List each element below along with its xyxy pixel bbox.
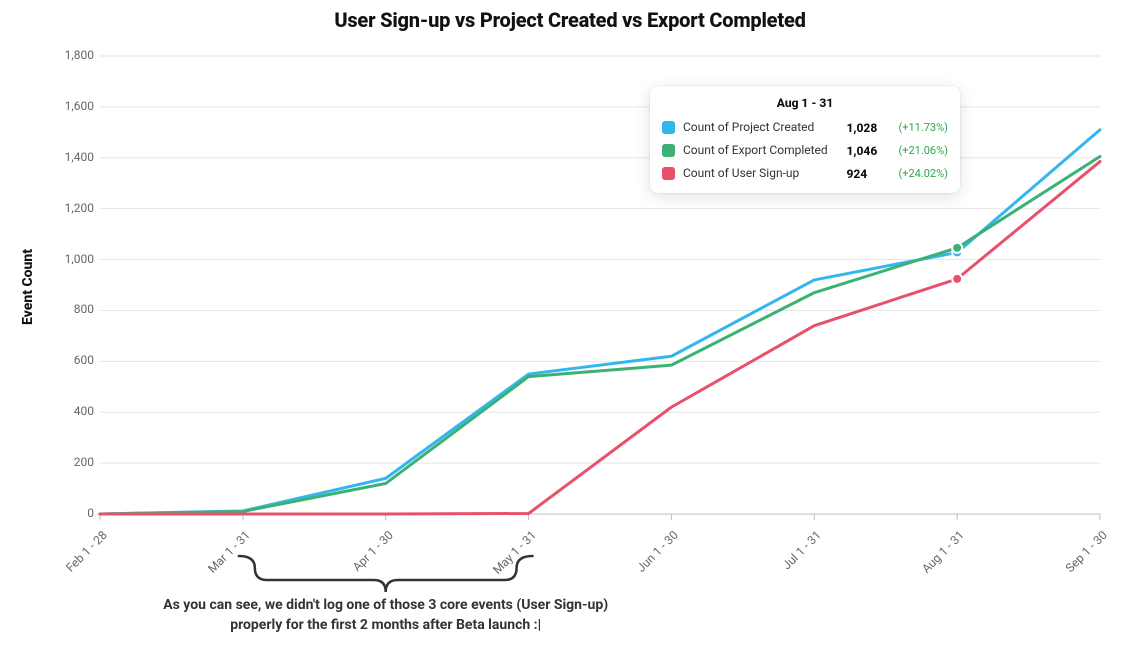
series-line-user_signup bbox=[100, 162, 1100, 514]
y-tick-label: 0 bbox=[87, 506, 94, 520]
annotation-line-1: As you can see, we didn't log one of tho… bbox=[106, 596, 666, 616]
annotation-brace bbox=[239, 556, 533, 592]
tooltip-percent: (+21.06%) bbox=[898, 144, 948, 157]
tooltip-value: 924 bbox=[846, 167, 890, 181]
tooltip-row: Count of Export Completed 1,046 (+21.06%) bbox=[662, 139, 948, 162]
chart-plot bbox=[0, 0, 1140, 655]
y-tick-label: 1,200 bbox=[65, 201, 94, 215]
chart-tooltip: Aug 1 - 31 Count of Project Created 1,028… bbox=[650, 86, 960, 193]
y-tick-label: 1,600 bbox=[65, 99, 94, 113]
tooltip-value: 1,028 bbox=[846, 121, 890, 135]
tooltip-swatch bbox=[662, 121, 675, 134]
marker-export_completed bbox=[952, 243, 962, 253]
y-tick-label: 800 bbox=[74, 302, 94, 316]
tooltip-title: Aug 1 - 31 bbox=[662, 96, 948, 110]
chart-annotation: As you can see, we didn't log one of tho… bbox=[106, 596, 666, 635]
y-tick-label: 1,800 bbox=[65, 48, 94, 62]
y-tick-label: 200 bbox=[74, 455, 94, 469]
tooltip-swatch bbox=[662, 167, 675, 180]
tooltip-percent: (+24.02%) bbox=[898, 167, 948, 180]
tooltip-series-label: Count of Export Completed bbox=[683, 143, 838, 158]
marker-user_signup bbox=[952, 274, 962, 284]
y-tick-label: 1,400 bbox=[65, 150, 94, 164]
tooltip-series-label: Count of User Sign-up bbox=[683, 166, 838, 181]
y-tick-label: 400 bbox=[74, 404, 94, 418]
tooltip-row: Count of Project Created 1,028 (+11.73%) bbox=[662, 116, 948, 139]
tooltip-series-label: Count of Project Created bbox=[683, 120, 838, 135]
tooltip-swatch bbox=[662, 144, 675, 157]
chart-container: User Sign-up vs Project Created vs Expor… bbox=[0, 0, 1140, 655]
annotation-line-2: properly for the first 2 months after Be… bbox=[106, 616, 666, 636]
y-tick-label: 1,000 bbox=[65, 252, 94, 266]
tooltip-row: Count of User Sign-up 924 (+24.02%) bbox=[662, 162, 948, 185]
tooltip-percent: (+11.73%) bbox=[898, 121, 948, 134]
tooltip-value: 1,046 bbox=[846, 144, 890, 158]
y-tick-label: 600 bbox=[74, 353, 94, 367]
